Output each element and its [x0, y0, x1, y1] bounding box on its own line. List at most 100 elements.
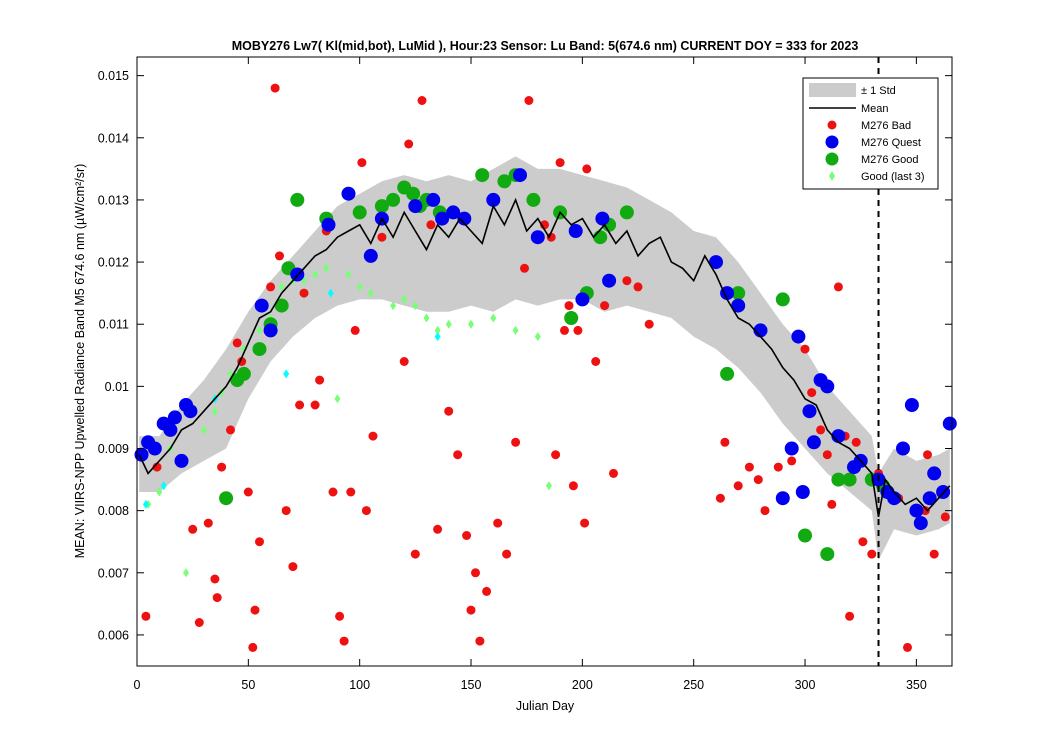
x-tick-label: 150 [461, 678, 482, 692]
bad-point [299, 288, 309, 298]
y-tick-label: 0.008 [98, 504, 129, 518]
good-point [274, 298, 289, 313]
good-last3-point [256, 325, 263, 335]
quest-point [174, 453, 189, 468]
bad-point [715, 493, 725, 503]
legend-bad-swatch [827, 120, 837, 130]
good-point [820, 547, 835, 562]
good-point [526, 192, 541, 207]
quest-point [806, 435, 821, 450]
bad-point [582, 164, 592, 174]
bad-point [609, 468, 618, 478]
bad-point [255, 537, 264, 547]
x-tick-label: 0 [134, 678, 141, 692]
legend: ± 1 Std Mean M276 Bad M276 Quest M276 Go… [802, 77, 939, 190]
bad-point [816, 425, 826, 435]
bad-point [475, 636, 485, 646]
good-point [406, 186, 421, 201]
bad-point [433, 524, 443, 534]
good-last3-point [423, 313, 430, 323]
bad-point [580, 518, 590, 528]
quest-point [942, 416, 957, 431]
bad-point [335, 611, 345, 621]
good-last3-point [200, 425, 207, 435]
bad-point [720, 437, 730, 447]
bad-point [310, 400, 320, 410]
legend-quest-swatch [825, 135, 839, 149]
good-point [290, 192, 305, 207]
bad-point [426, 220, 436, 230]
bad-point [194, 618, 204, 627]
bad-point [243, 487, 253, 497]
quest-point [363, 248, 378, 263]
good-last3-point [327, 288, 334, 298]
good-point [564, 311, 579, 325]
good-point [352, 205, 367, 220]
bad-point [744, 462, 754, 472]
bad-point [560, 325, 569, 335]
points-layer [134, 83, 957, 652]
quest-point [802, 404, 817, 419]
quest-point [595, 211, 610, 226]
bad-point [524, 96, 534, 105]
y-axis: 0.006 0.007 0.008 0.009 0.01 0.011 0.012 0.013 0… [98, 69, 952, 642]
quest-point [530, 230, 545, 245]
y-tick-label: 0.007 [98, 566, 129, 580]
legend-quest-label: M276 Quest [861, 137, 921, 149]
bad-point [520, 263, 529, 273]
quest-point [134, 447, 149, 462]
bad-point [275, 251, 284, 261]
bad-point [462, 531, 472, 540]
bad-point [141, 611, 151, 621]
y-tick-label: 0.014 [98, 131, 129, 145]
quest-point [795, 485, 810, 499]
quest-point [731, 298, 746, 313]
legend-bad-label: M276 Bad [861, 120, 911, 132]
quest-point [163, 422, 178, 437]
chart-title: MOBY276 Lw7( Kl(mid,bot), LuMid ), Hour:… [232, 39, 859, 53]
good-point [475, 168, 490, 183]
good-last3-point [490, 313, 497, 323]
legend-std-swatch [809, 83, 856, 97]
bad-point [328, 487, 338, 497]
quest-point [575, 292, 590, 307]
bad-point [404, 139, 414, 149]
bad-point [361, 506, 371, 516]
quest-point [341, 186, 356, 201]
bad-point [920, 506, 930, 516]
bad-point [288, 562, 298, 572]
bad-point [266, 282, 276, 292]
bad-point [226, 425, 235, 435]
bad-point [346, 487, 356, 497]
legend-last3-label: Good (last 3) [861, 171, 925, 183]
bad-point [568, 481, 578, 491]
quest-point [457, 211, 472, 226]
quest-point [513, 168, 527, 183]
bad-point [248, 642, 258, 652]
std-band [139, 156, 950, 561]
x-tick-label: 200 [572, 678, 593, 692]
bad-point [270, 83, 280, 93]
bad-point [807, 388, 817, 398]
y-axis-label: MEAN: VIIRS-NPP Upwelled Radiance Band M… [73, 164, 87, 559]
bad-point [923, 450, 932, 460]
bad-point [471, 568, 480, 578]
good-last3-point [312, 270, 319, 279]
quest-point [321, 217, 336, 232]
good-last3-point [545, 481, 552, 491]
bad-point [827, 499, 837, 509]
good-last3-point [367, 288, 374, 298]
bad-point [633, 282, 643, 292]
good-last3-point [211, 406, 218, 416]
quest-point [167, 410, 182, 425]
y-tick-label: 0.015 [98, 69, 129, 83]
good-last3-point [390, 301, 397, 311]
quest-point [820, 379, 835, 394]
bad-point [845, 611, 855, 621]
y-tick-label: 0.009 [98, 442, 129, 456]
bad-point [753, 475, 763, 485]
bad-point [573, 325, 583, 335]
quest-point [904, 398, 919, 412]
quest-point [147, 441, 162, 456]
bad-point [250, 605, 260, 615]
